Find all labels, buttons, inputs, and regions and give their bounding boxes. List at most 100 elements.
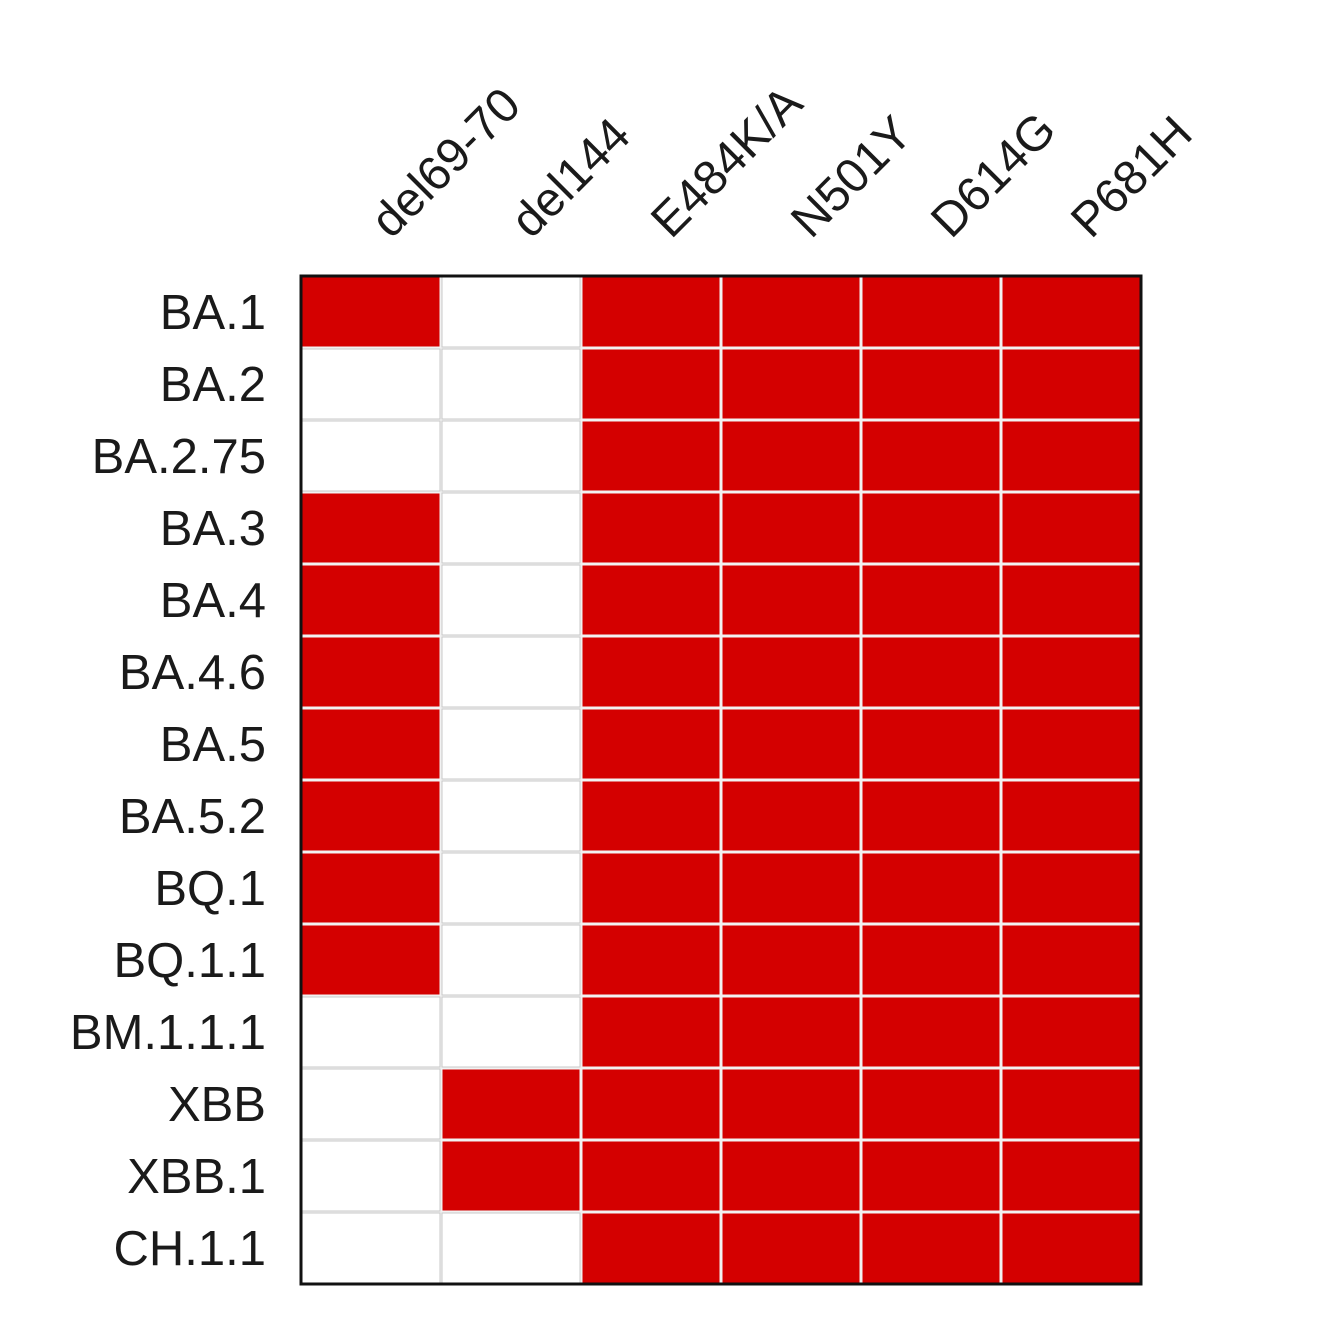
heatmap-cell xyxy=(581,780,721,852)
heatmap-cell xyxy=(301,1212,441,1284)
heatmap-cell xyxy=(581,996,721,1068)
empty-cell-outline xyxy=(441,636,581,708)
heatmap-cell xyxy=(441,348,581,420)
heatmap-cell xyxy=(581,492,721,564)
heatmap-cell xyxy=(721,924,861,996)
heatmap-border xyxy=(299,274,1143,1286)
heatmap-cell xyxy=(861,1140,1001,1212)
heatmap-cell xyxy=(861,276,1001,348)
column-label: E484K/A xyxy=(641,76,812,247)
heatmap-cell xyxy=(441,924,581,996)
heatmap-cell xyxy=(1001,492,1141,564)
heatmap-cell xyxy=(721,420,861,492)
heatmap-cell xyxy=(1001,924,1141,996)
row-label: XBB.1 xyxy=(127,1150,266,1204)
heatmap-cell xyxy=(1001,348,1141,420)
row-label: BQ.1 xyxy=(154,862,266,916)
heatmap-cell xyxy=(301,1068,441,1140)
heatmap-cell xyxy=(1001,1068,1141,1140)
heatmap-cell xyxy=(441,1140,581,1212)
heatmap-cell xyxy=(301,924,441,996)
heatmap-cell xyxy=(721,276,861,348)
heatmap-cell xyxy=(441,708,581,780)
heatmap-cell xyxy=(861,852,1001,924)
heatmap-cell xyxy=(721,1140,861,1212)
heatmap-cell xyxy=(581,636,721,708)
heatmap-cell xyxy=(861,348,1001,420)
heatmap-cell xyxy=(301,852,441,924)
column-label: del144 xyxy=(501,108,640,247)
heatmap-cell xyxy=(1001,780,1141,852)
heatmap-cell xyxy=(861,924,1001,996)
empty-cell-outline xyxy=(441,852,581,924)
row-label: BQ.1.1 xyxy=(113,934,266,988)
heatmap-cell xyxy=(1001,996,1141,1068)
heatmap-cell xyxy=(301,636,441,708)
heatmap-cell xyxy=(301,492,441,564)
heatmap-cells xyxy=(301,276,1141,1284)
column-label: del69-70 xyxy=(361,78,531,248)
heatmap-cell xyxy=(721,564,861,636)
heatmap-cell xyxy=(581,1068,721,1140)
heatmap-cell xyxy=(581,708,721,780)
heatmap-cell xyxy=(861,492,1001,564)
row-labels: BA.1 BA.2 BA.2.75 BA.3 BA.4 BA.4.6 BA.5 BA.5.2 B… xyxy=(70,286,266,1276)
column-label: P681H xyxy=(1061,107,1202,248)
row-label: BM.1.1.1 xyxy=(70,1006,266,1060)
row-label: BA.4 xyxy=(160,574,266,628)
heatmap-cell xyxy=(301,276,441,348)
heatmap-cell xyxy=(301,1140,441,1212)
heatmap-cell xyxy=(441,1212,581,1284)
heatmap-cell xyxy=(861,1068,1001,1140)
heatmap-cell xyxy=(861,564,1001,636)
row-label: BA.5.2 xyxy=(119,790,266,844)
heatmap-cell xyxy=(721,348,861,420)
row-label: BA.1 xyxy=(160,286,266,340)
heatmap-cell xyxy=(581,348,721,420)
heatmap-cell xyxy=(861,996,1001,1068)
row-label: BA.3 xyxy=(160,502,266,556)
empty-cell-outline xyxy=(441,996,581,1068)
heatmap-cell xyxy=(441,636,581,708)
heatmap-cell xyxy=(301,780,441,852)
heatmap-cell xyxy=(581,852,721,924)
row-label: BA.5 xyxy=(160,718,266,772)
heatmap-cell xyxy=(441,492,581,564)
heatmap-cell xyxy=(441,420,581,492)
heatmap-cell xyxy=(721,996,861,1068)
heatmap-cell xyxy=(301,420,441,492)
empty-cell-outline xyxy=(441,780,581,852)
heatmap-cell xyxy=(721,636,861,708)
row-label: BA.4.6 xyxy=(119,646,266,700)
heatmap-cell xyxy=(861,780,1001,852)
heatmap-cell xyxy=(1001,1140,1141,1212)
heatmap-cell xyxy=(581,564,721,636)
heatmap-cell xyxy=(581,1212,721,1284)
column-label: N501Y xyxy=(781,107,922,248)
heatmap-cell xyxy=(1001,708,1141,780)
heatmap-cell xyxy=(1001,852,1141,924)
heatmap-cell xyxy=(301,564,441,636)
row-label: CH.1.1 xyxy=(113,1222,266,1276)
heatmap-cell xyxy=(441,1068,581,1140)
row-label: XBB xyxy=(168,1078,266,1132)
heatmap-cell xyxy=(1001,564,1141,636)
heatmap-cell xyxy=(441,996,581,1068)
empty-cell-outline xyxy=(441,564,581,636)
heatmap-cell xyxy=(721,780,861,852)
heatmap-cell xyxy=(581,1140,721,1212)
empty-cell-outline xyxy=(441,492,581,564)
heatmap-cell xyxy=(721,708,861,780)
empty-cell-outline xyxy=(441,348,581,420)
heatmap-cell xyxy=(441,564,581,636)
heatmap-cell xyxy=(721,1068,861,1140)
empty-cell-outline xyxy=(441,708,581,780)
row-label: BA.2 xyxy=(160,358,266,412)
heatmap-gridlines xyxy=(301,276,1141,1284)
heatmap-cell xyxy=(441,852,581,924)
empty-cell-outline xyxy=(441,420,581,492)
heatmap-cell xyxy=(1001,276,1141,348)
heatmap-cell xyxy=(861,420,1001,492)
